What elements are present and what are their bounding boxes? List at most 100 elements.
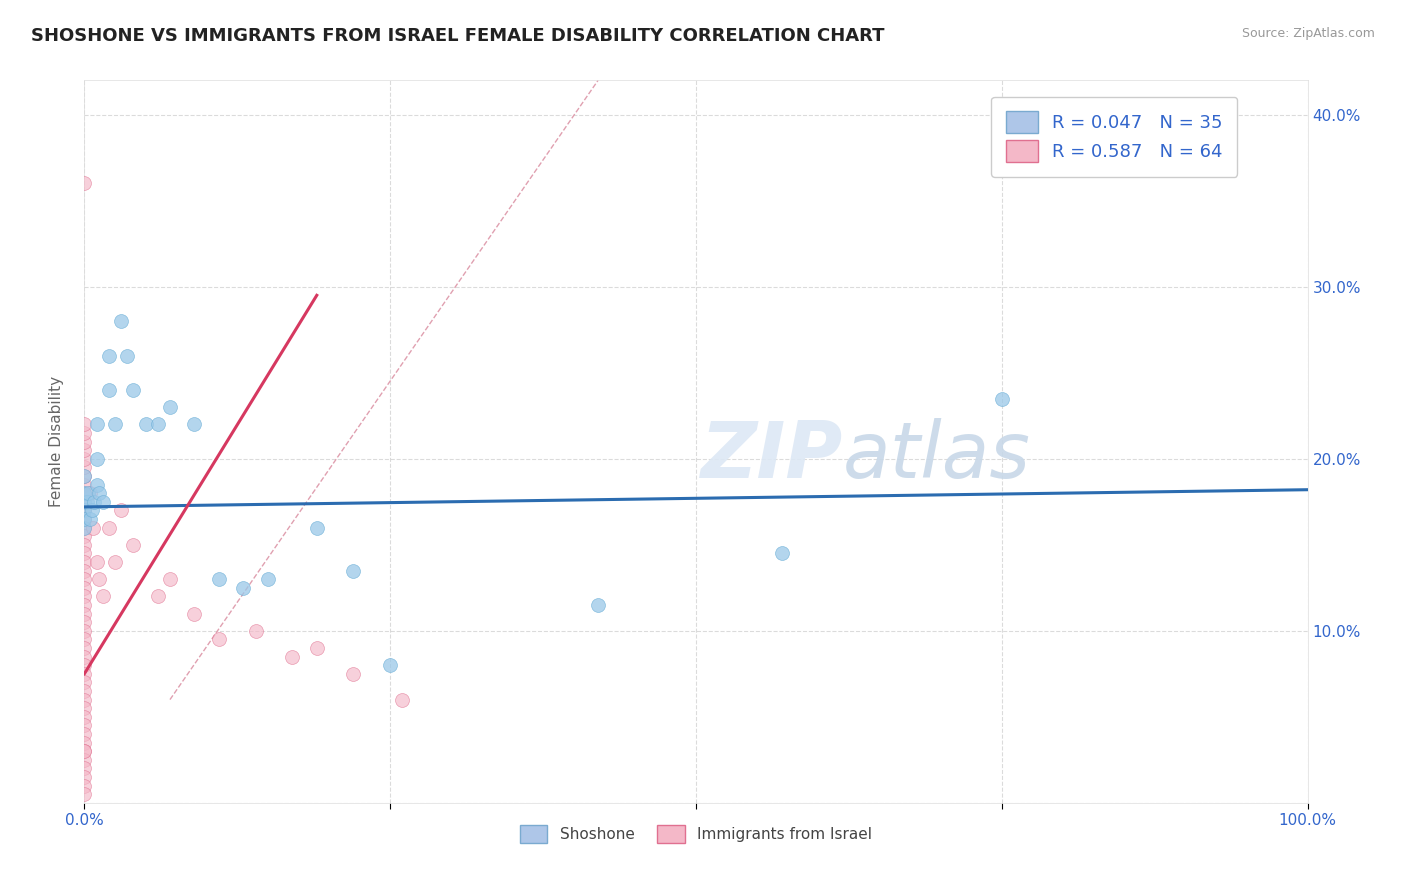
- Point: [73, 538, 96, 552]
- Point: [73, 512, 96, 526]
- Point: [73, 761, 96, 775]
- Point: [122, 383, 145, 397]
- Point: [73, 555, 96, 569]
- Point: [305, 640, 328, 655]
- Point: [87, 486, 110, 500]
- Point: [73, 520, 96, 534]
- Point: [73, 477, 96, 491]
- Point: [86, 555, 108, 569]
- Point: [73, 787, 96, 801]
- Point: [73, 615, 96, 630]
- Point: [245, 624, 267, 638]
- Point: [73, 177, 96, 191]
- Point: [77, 486, 100, 500]
- Point: [73, 494, 96, 508]
- Point: [73, 469, 96, 483]
- Point: [73, 486, 96, 500]
- Point: [110, 503, 132, 517]
- Point: [146, 417, 169, 432]
- Point: [73, 469, 96, 483]
- Point: [73, 718, 96, 732]
- Point: [586, 598, 609, 612]
- Point: [73, 692, 96, 706]
- Point: [73, 727, 96, 741]
- Point: [73, 701, 96, 715]
- Point: [73, 666, 96, 681]
- Point: [73, 753, 96, 767]
- Point: [342, 666, 364, 681]
- Point: [73, 744, 96, 758]
- Point: [73, 503, 96, 517]
- Point: [73, 494, 96, 508]
- Point: [281, 649, 304, 664]
- Point: [87, 572, 110, 586]
- Point: [73, 632, 96, 647]
- Point: [135, 417, 157, 432]
- Point: [73, 425, 96, 440]
- Text: atlas: atlas: [842, 418, 1031, 494]
- Point: [73, 529, 96, 543]
- Point: [73, 486, 96, 500]
- Point: [83, 494, 105, 508]
- Point: [110, 314, 132, 328]
- Point: [208, 632, 231, 647]
- Legend: Shoshone, Immigrants from Israel: Shoshone, Immigrants from Israel: [513, 819, 879, 849]
- Point: [232, 581, 254, 595]
- Point: [73, 624, 96, 638]
- Point: [73, 564, 96, 578]
- Point: [104, 555, 127, 569]
- Point: [73, 684, 96, 698]
- Point: [86, 451, 108, 466]
- Point: [91, 590, 114, 604]
- Point: [73, 598, 96, 612]
- Point: [73, 744, 96, 758]
- Point: [73, 770, 96, 784]
- Point: [73, 512, 96, 526]
- Point: [73, 675, 96, 690]
- Point: [73, 581, 96, 595]
- Point: [305, 520, 328, 534]
- Point: [80, 503, 103, 517]
- Point: [73, 735, 96, 749]
- Point: [73, 590, 96, 604]
- Point: [146, 590, 169, 604]
- Point: [391, 692, 413, 706]
- Point: [79, 512, 101, 526]
- Point: [73, 607, 96, 621]
- Point: [82, 520, 104, 534]
- Point: [76, 494, 98, 508]
- Point: [73, 546, 96, 560]
- Point: [183, 417, 205, 432]
- Text: ZIP: ZIP: [700, 418, 842, 494]
- Point: [770, 546, 793, 560]
- Point: [91, 494, 114, 508]
- Point: [97, 383, 120, 397]
- Point: [159, 400, 181, 414]
- Point: [86, 477, 108, 491]
- Point: [73, 503, 96, 517]
- Point: [73, 710, 96, 724]
- Point: [73, 434, 96, 449]
- Point: [380, 658, 402, 673]
- Point: [73, 640, 96, 655]
- Point: [73, 658, 96, 673]
- Point: [73, 451, 96, 466]
- Point: [73, 460, 96, 475]
- Point: [97, 349, 120, 363]
- Point: [208, 572, 231, 586]
- Point: [73, 779, 96, 793]
- Point: [79, 486, 101, 500]
- Point: [122, 538, 145, 552]
- Point: [159, 572, 181, 586]
- Point: [104, 417, 127, 432]
- Point: [73, 572, 96, 586]
- Text: Source: ZipAtlas.com: Source: ZipAtlas.com: [1241, 27, 1375, 40]
- Point: [991, 392, 1014, 406]
- Y-axis label: Female Disability: Female Disability: [49, 376, 63, 508]
- Point: [115, 349, 138, 363]
- Point: [183, 607, 205, 621]
- Point: [73, 443, 96, 458]
- Point: [257, 572, 280, 586]
- Point: [342, 564, 364, 578]
- Text: SHOSHONE VS IMMIGRANTS FROM ISRAEL FEMALE DISABILITY CORRELATION CHART: SHOSHONE VS IMMIGRANTS FROM ISRAEL FEMAL…: [31, 27, 884, 45]
